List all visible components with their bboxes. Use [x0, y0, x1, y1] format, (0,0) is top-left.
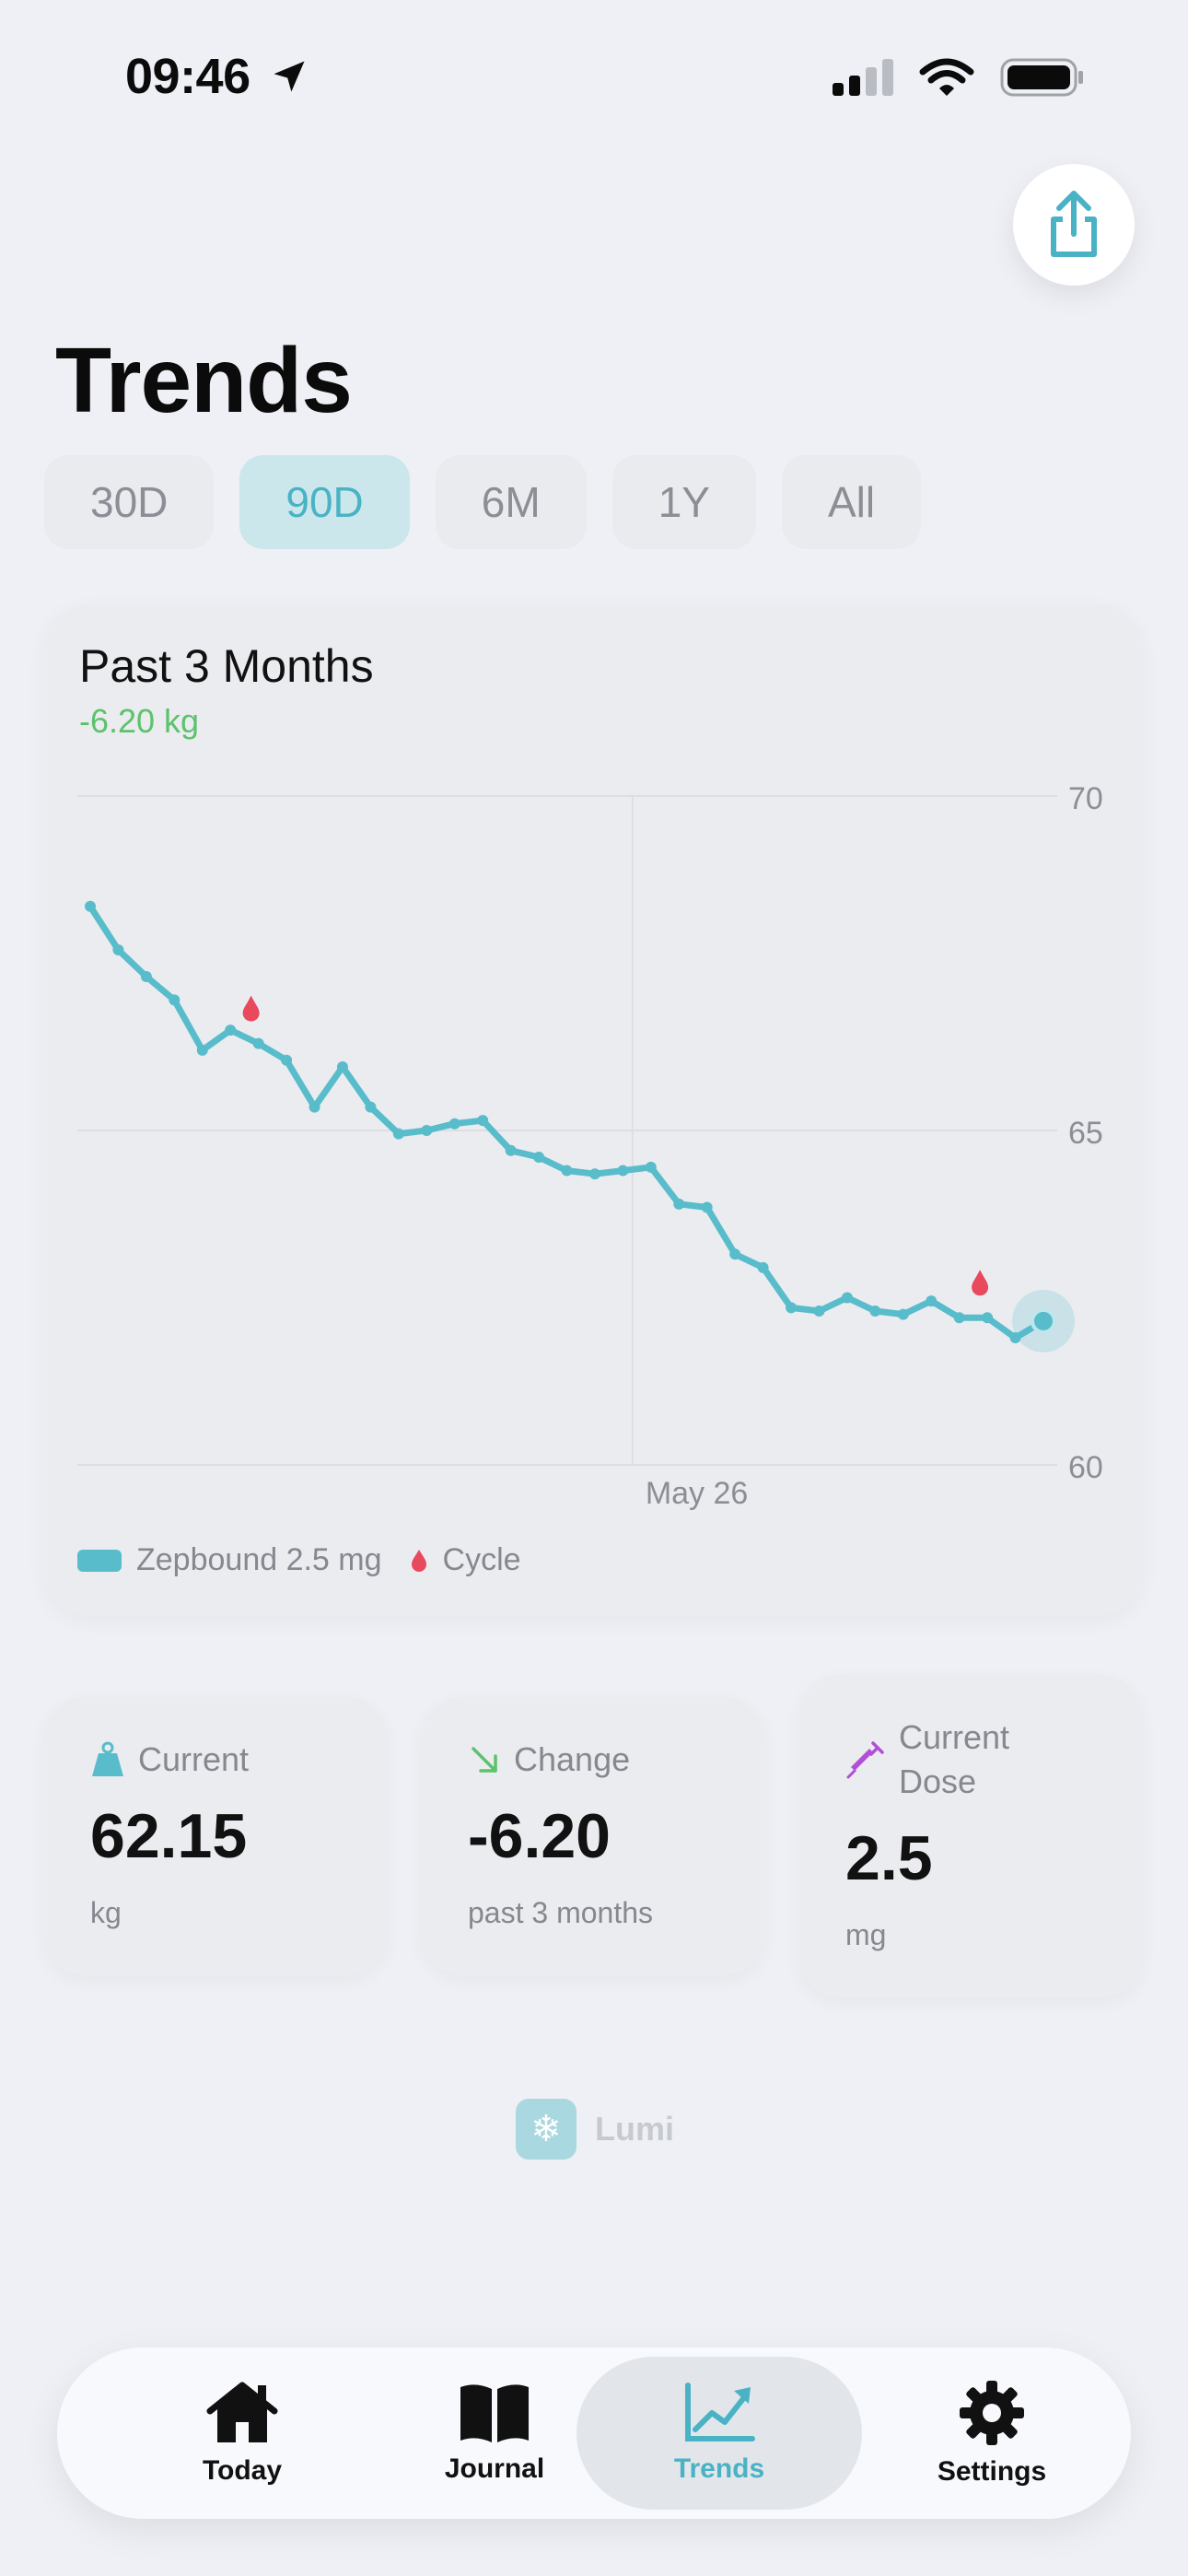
- stat-card-dose[interactable]: Current Dose 2.5 mg: [799, 1675, 1142, 1997]
- trend-down-icon: [472, 1747, 497, 1773]
- location-arrow-icon: [274, 61, 305, 92]
- tab-bar: Today Journal Trends: [57, 2348, 1131, 2519]
- snowflake-icon: ❄: [516, 2099, 577, 2160]
- weight-point[interactable]: [786, 1302, 798, 1314]
- gear-icon: [960, 2381, 1024, 2445]
- cycle-marker[interactable]: [242, 995, 260, 1022]
- share-icon: [1051, 191, 1097, 257]
- tab-journal-label: Journal: [444, 2453, 545, 2484]
- stat-dose-label-line1: Current: [899, 1718, 1010, 1756]
- tab-settings-label: Settings: [937, 2456, 1047, 2487]
- weight-point[interactable]: [533, 1152, 545, 1164]
- range-6m[interactable]: 6M: [435, 455, 587, 549]
- tab-today[interactable]: Today: [99, 2357, 385, 2510]
- weight-point[interactable]: [841, 1292, 853, 1304]
- weight-point[interactable]: [336, 1061, 348, 1073]
- weight-point[interactable]: [1009, 1332, 1021, 1344]
- range-all[interactable]: All: [781, 455, 922, 549]
- weight-point[interactable]: [365, 1101, 377, 1113]
- page-title: Trends: [55, 329, 353, 432]
- stat-current-label: Current: [138, 1740, 250, 1778]
- dose-swatch: [77, 1549, 122, 1572]
- y-tick-label: 60: [1068, 1450, 1103, 1485]
- weight-point[interactable]: [505, 1144, 517, 1156]
- cycle-marker[interactable]: [972, 1270, 989, 1296]
- weight-point[interactable]: [673, 1198, 685, 1210]
- weight-point[interactable]: [729, 1248, 741, 1260]
- chart-title: Past 3 Months: [79, 640, 374, 692]
- weight-point[interactable]: [196, 1044, 208, 1056]
- weight-point[interactable]: [561, 1165, 573, 1177]
- weight-point[interactable]: [953, 1312, 965, 1324]
- weight-icon: [92, 1741, 123, 1776]
- stat-dose-value: 2.5: [845, 1823, 933, 1893]
- tab-trends[interactable]: Trends: [577, 2357, 862, 2510]
- weight-point[interactable]: [281, 1054, 293, 1066]
- stat-current-unit: kg: [90, 1896, 122, 1929]
- tab-trends-label: Trends: [673, 2453, 765, 2484]
- weight-point[interactable]: [982, 1312, 994, 1324]
- range-90d[interactable]: 90D: [239, 455, 410, 549]
- weight-line-chart[interactable]: 70 65 60 May 26: [44, 604, 1142, 1526]
- tab-settings[interactable]: Settings: [849, 2357, 1135, 2510]
- chart-icon: [685, 2383, 755, 2441]
- house-icon: [206, 2382, 278, 2442]
- wifi-icon: [919, 58, 974, 96]
- weight-point[interactable]: [448, 1118, 460, 1130]
- weight-point[interactable]: [140, 971, 152, 983]
- weight-series-line: [87, 903, 1047, 1341]
- stat-change-value: -6.20: [468, 1801, 611, 1871]
- status-icons: [833, 57, 1085, 98]
- weight-chart-card: [44, 604, 1142, 1616]
- weight-point[interactable]: [813, 1306, 825, 1317]
- x-tick-label: May 26: [646, 1476, 749, 1511]
- weight-point[interactable]: [477, 1115, 489, 1127]
- brand-watermark: ❄ Lumi: [516, 2099, 674, 2160]
- weight-point[interactable]: [112, 943, 124, 955]
- drop-icon: [411, 1549, 426, 1572]
- chart-change: -6.20 kg: [79, 702, 200, 740]
- weight-point[interactable]: [309, 1101, 320, 1113]
- legend-cycle-label: Cycle: [442, 1542, 521, 1577]
- stat-card-current[interactable]: Current 62.15 kg: [44, 1697, 387, 1975]
- range-selector: 30D 90D 6M 1Y All: [44, 455, 922, 549]
- book-icon: [460, 2384, 529, 2442]
- legend-dose-label: Zepbound 2.5 mg: [136, 1542, 382, 1577]
- range-30d[interactable]: 30D: [44, 455, 215, 549]
- tab-journal[interactable]: Journal: [352, 2357, 637, 2510]
- weight-point[interactable]: [588, 1168, 600, 1180]
- weight-point[interactable]: [617, 1165, 629, 1177]
- weight-point[interactable]: [169, 994, 181, 1006]
- y-tick-label: 65: [1068, 1116, 1103, 1151]
- range-1y[interactable]: 1Y: [611, 455, 756, 549]
- weight-point[interactable]: [225, 1025, 237, 1036]
- chart-legend: Zepbound 2.5 mg Cycle: [77, 1542, 521, 1578]
- status-time: 09:46: [125, 48, 309, 105]
- stat-change-label: Change: [514, 1740, 631, 1778]
- brand-name: Lumi: [595, 2110, 674, 2148]
- cellular-signal-icon: [833, 59, 893, 96]
- weight-point[interactable]: [252, 1037, 264, 1049]
- stat-current-value: 62.15: [90, 1801, 248, 1871]
- weight-point[interactable]: [757, 1261, 769, 1273]
- weight-point[interactable]: [926, 1295, 938, 1307]
- stat-dose-unit: mg: [845, 1918, 887, 1951]
- weight-point[interactable]: [85, 900, 96, 912]
- tab-today-label: Today: [202, 2455, 283, 2486]
- weight-point[interactable]: [421, 1125, 433, 1136]
- stat-change-unit: past 3 months: [468, 1896, 653, 1929]
- y-tick-label: 70: [1068, 781, 1103, 816]
- weight-point[interactable]: [869, 1306, 881, 1317]
- latest-weight-point[interactable]: [1031, 1307, 1056, 1334]
- battery-icon: [1000, 58, 1083, 97]
- weight-point[interactable]: [897, 1308, 909, 1320]
- stat-card-change[interactable]: Change -6.20 past 3 months: [422, 1697, 764, 1975]
- weight-point[interactable]: [392, 1128, 404, 1140]
- share-button[interactable]: [1013, 164, 1135, 286]
- weight-point[interactable]: [645, 1161, 657, 1173]
- weight-point[interactable]: [701, 1201, 713, 1213]
- syringe-icon: [846, 1741, 884, 1779]
- stat-dose-label-line2: Dose: [899, 1762, 977, 1800]
